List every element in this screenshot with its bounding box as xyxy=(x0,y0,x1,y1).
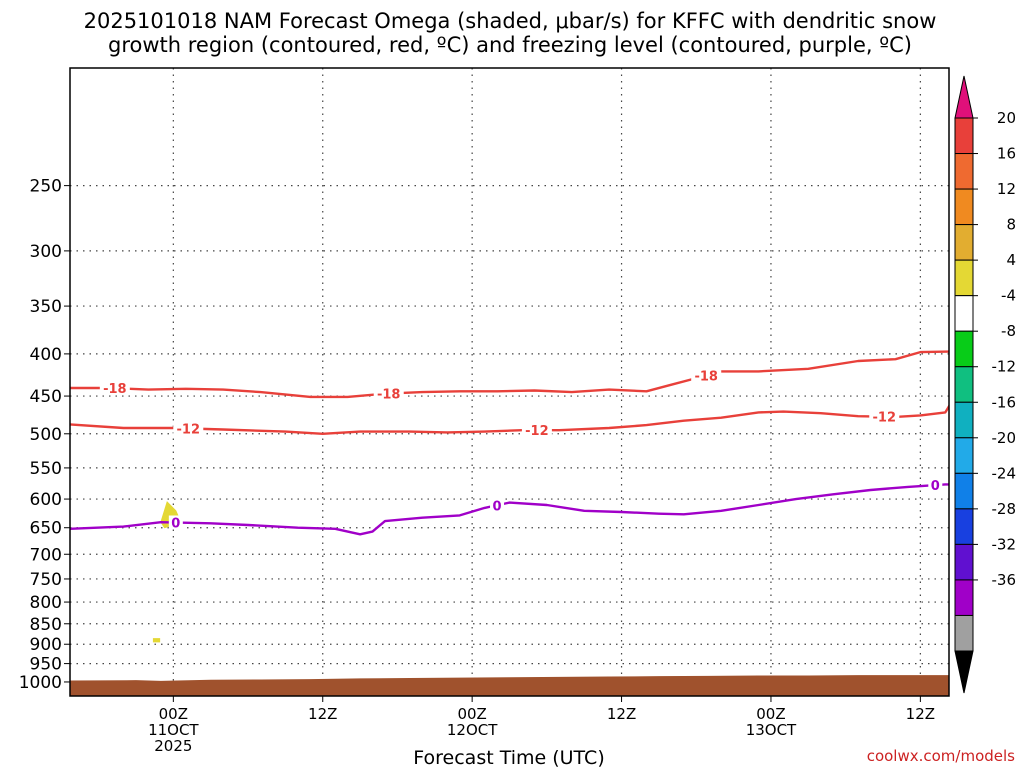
y-tick-label-900: 900 xyxy=(30,635,62,655)
colorbar-label-7: -12 xyxy=(992,358,1017,376)
colorbar-label-12: -32 xyxy=(992,535,1017,553)
dgz-minus-18-label-bg-1 xyxy=(373,386,404,401)
colorbar-label-10: -24 xyxy=(992,464,1017,482)
dgz-minus-18-label-0: -18 xyxy=(103,382,127,397)
x-axis-label: Forecast Time (UTC) xyxy=(413,747,604,768)
colorbar-label-1: 16 xyxy=(997,145,1016,163)
freezing-level-0c-line xyxy=(70,483,949,536)
colorbar-box-11 xyxy=(954,508,974,545)
dgz-minus-18-label-bg-0 xyxy=(99,381,130,396)
dgz-minus-18-label-1: -18 xyxy=(377,388,401,403)
omega-dot-890mb xyxy=(152,638,161,643)
colorbar-bottom-arrow xyxy=(954,650,974,694)
dgz-minus-12-label-bg-0 xyxy=(173,421,204,436)
y-axis: 2503003504004505005506006507007508008509… xyxy=(19,177,70,693)
colorbar-box-10 xyxy=(954,472,974,510)
colorbar-label-13: -36 xyxy=(992,571,1017,589)
colorbar-box-12 xyxy=(954,543,974,581)
colorbar-top-arrow xyxy=(954,75,974,119)
dgz-minus-18-label-bg-2 xyxy=(691,368,722,383)
dgz-minus-12-label-1: -12 xyxy=(525,424,549,439)
x-tick-label-5: 12Z xyxy=(906,705,935,723)
y-tick-label-300: 300 xyxy=(30,242,62,262)
x-tick-label-2: 00Z xyxy=(457,705,486,723)
colorbar-label-5: -4 xyxy=(1001,287,1016,305)
colorbar-label-6: -8 xyxy=(1001,322,1016,340)
dgz-minus-12-label-bg-1 xyxy=(521,423,552,438)
dgz-minus-12-label-2: -12 xyxy=(873,411,897,426)
colorbar-label-2: 12 xyxy=(997,180,1016,198)
dgz-minus-18-line xyxy=(70,350,949,399)
colorbar-box-7 xyxy=(954,366,974,403)
x-tick-label-1: 12Z xyxy=(308,705,337,723)
freezing-level-0c-label-2: 0 xyxy=(931,479,940,494)
x-tick-date-2: 12OCT xyxy=(447,721,498,739)
colorbar-box-13 xyxy=(954,579,974,616)
freezing-level-0c-label-bg-2 xyxy=(928,478,943,493)
y-tick-label-450: 450 xyxy=(30,387,62,407)
y-tick-label-600: 600 xyxy=(30,490,62,510)
x-tick-date-4: 13OCT xyxy=(746,721,797,739)
y-tick-label-850: 850 xyxy=(30,615,62,635)
y-tick-label-250: 250 xyxy=(30,177,62,197)
surface-terrain xyxy=(70,675,949,696)
colorbar-label-4: 4 xyxy=(1006,251,1016,269)
x-tick-label-4: 00Z xyxy=(756,705,785,723)
y-tick-label-750: 750 xyxy=(30,570,62,590)
dgz-minus-18-label-bg-3 xyxy=(999,344,1024,358)
colorbar-box-3 xyxy=(954,224,974,261)
colorbar-label-8: -16 xyxy=(992,393,1017,411)
y-tick-label-1000: 1000 xyxy=(19,673,62,693)
colorbar-box-9 xyxy=(954,437,974,474)
colorbar-box-8 xyxy=(954,401,974,439)
colorbar-box-1 xyxy=(954,153,974,190)
colorbar-box-5 xyxy=(954,295,974,332)
x-tick-label-0: 00Z xyxy=(159,705,188,723)
x-tick-date-0: 11OCT xyxy=(148,721,199,739)
colorbar-label-3: 8 xyxy=(1006,216,1016,234)
freezing-level-0c-label-bg-1 xyxy=(490,498,505,513)
colorbar-box-0 xyxy=(954,117,974,155)
colorbar-label-0: 20 xyxy=(997,109,1016,127)
chart-title-line1: 2025101018 NAM Forecast Omega (shaded, μ… xyxy=(84,9,937,33)
y-tick-label-500: 500 xyxy=(30,425,62,445)
freezing-level-0c-label-bg-0 xyxy=(168,515,183,530)
y-tick-label-550: 550 xyxy=(30,459,62,479)
y-tick-label-400: 400 xyxy=(30,345,62,365)
colorbar: 20 16 12 8 4 -4 -8 -12 -16 -20 -24 -28 -32 -36 xyxy=(954,75,1017,694)
dgz-minus-12-line xyxy=(70,404,949,435)
colorbar-box-2 xyxy=(954,188,974,226)
colorbar-box-6 xyxy=(954,330,974,368)
colorbar-label-11: -28 xyxy=(992,500,1017,518)
y-tick-label-800: 800 xyxy=(30,593,62,613)
y-tick-label-350: 350 xyxy=(30,297,62,317)
y-tick-label-650: 650 xyxy=(30,519,62,539)
y-tick-label-700: 700 xyxy=(30,545,62,565)
freezing-level-0c-label-0: 0 xyxy=(171,517,180,532)
freezing-level-0c-label-1: 0 xyxy=(493,499,502,514)
dgz-minus-12-label-bg-2 xyxy=(869,409,900,424)
colorbar-box-4 xyxy=(954,259,974,297)
colorbar-box-14 xyxy=(954,614,974,652)
chart-title-line2: growth region (contoured, red, ºC) and f… xyxy=(108,33,912,57)
credit-text: coolwx.com/models xyxy=(867,747,1015,765)
dgz-minus-12-label-0: -12 xyxy=(177,422,201,437)
plot-frame xyxy=(69,67,950,697)
y-tick-label-950: 950 xyxy=(30,655,62,675)
colorbar-label-9: -20 xyxy=(992,429,1017,447)
x-tick-label-3: 12Z xyxy=(607,705,636,723)
dgz-minus-18-label-2: -18 xyxy=(694,369,718,384)
x-tick-year-0: 2025 xyxy=(154,737,192,755)
